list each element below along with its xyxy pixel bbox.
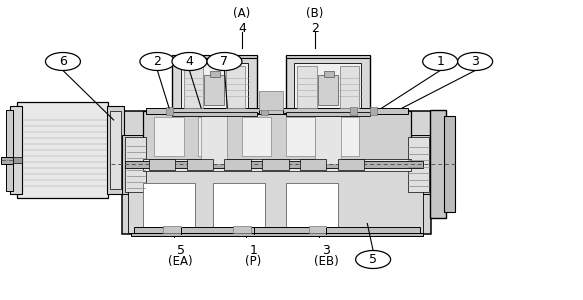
Text: 4: 4 — [185, 55, 194, 68]
Text: 3: 3 — [322, 244, 331, 257]
Bar — [315, 112, 341, 164]
Bar — [169, 108, 259, 112]
Bar — [13, 157, 22, 163]
Bar — [149, 159, 175, 170]
Bar — [430, 110, 446, 218]
Bar — [242, 117, 271, 156]
Bar — [338, 159, 364, 170]
Bar — [6, 110, 13, 190]
Bar — [172, 56, 257, 114]
Bar — [134, 226, 420, 234]
Bar — [198, 117, 227, 156]
Bar — [286, 183, 338, 228]
Bar — [204, 75, 224, 105]
Bar — [107, 106, 124, 194]
Bar — [143, 111, 411, 164]
Bar — [329, 117, 359, 156]
Bar — [110, 111, 121, 189]
Bar — [309, 226, 326, 233]
Bar — [408, 136, 429, 192]
Bar — [125, 136, 146, 192]
Bar — [324, 70, 334, 76]
Bar — [166, 107, 173, 115]
Text: 1: 1 — [436, 55, 444, 68]
Bar — [340, 66, 359, 108]
Bar — [172, 112, 257, 116]
Text: 4: 4 — [238, 22, 246, 35]
Bar — [122, 135, 149, 194]
Bar — [286, 55, 370, 58]
Bar — [444, 116, 455, 212]
Text: 5: 5 — [369, 253, 377, 266]
Bar — [143, 159, 411, 171]
Bar — [286, 56, 370, 114]
Circle shape — [458, 52, 493, 70]
Bar — [201, 112, 227, 164]
Bar — [294, 63, 361, 110]
Bar — [146, 108, 408, 114]
Text: 7: 7 — [220, 55, 229, 68]
Bar — [224, 159, 251, 170]
Bar — [172, 55, 257, 58]
Text: (EB): (EB) — [314, 254, 339, 268]
Bar — [297, 66, 317, 108]
Bar — [143, 183, 195, 228]
Bar — [125, 161, 423, 168]
Bar — [187, 159, 213, 170]
Bar — [210, 70, 220, 76]
Circle shape — [423, 52, 458, 70]
Text: (EA): (EA) — [168, 254, 193, 268]
Bar — [131, 232, 423, 236]
Bar — [184, 66, 203, 108]
Bar — [370, 107, 377, 115]
Bar — [213, 183, 265, 228]
Text: 6: 6 — [59, 55, 67, 68]
Bar — [163, 226, 181, 233]
Text: (A): (A) — [233, 7, 251, 20]
Bar — [259, 92, 283, 110]
Bar — [17, 102, 108, 198]
Circle shape — [207, 52, 242, 70]
Bar — [226, 66, 245, 108]
Text: (B): (B) — [306, 7, 324, 20]
Bar — [318, 75, 338, 105]
Bar — [262, 159, 289, 170]
Text: 3: 3 — [471, 55, 479, 68]
Bar — [283, 108, 373, 112]
Bar — [261, 107, 268, 115]
Circle shape — [172, 52, 207, 70]
Bar — [128, 170, 423, 233]
Text: 2: 2 — [153, 55, 161, 68]
Bar — [154, 117, 184, 156]
Bar — [300, 159, 326, 170]
Bar — [233, 226, 251, 233]
Circle shape — [45, 52, 80, 70]
Text: 1: 1 — [250, 244, 258, 257]
Text: (P): (P) — [245, 254, 262, 268]
Text: 2: 2 — [311, 22, 319, 35]
Bar — [286, 117, 315, 156]
Bar — [350, 107, 357, 115]
Circle shape — [140, 52, 175, 70]
Bar — [405, 135, 431, 194]
Circle shape — [356, 250, 391, 268]
Text: 5: 5 — [177, 244, 185, 257]
Bar — [286, 112, 370, 116]
Bar — [122, 111, 431, 234]
Bar — [1, 157, 13, 164]
Bar — [10, 106, 22, 194]
Bar — [181, 63, 248, 110]
